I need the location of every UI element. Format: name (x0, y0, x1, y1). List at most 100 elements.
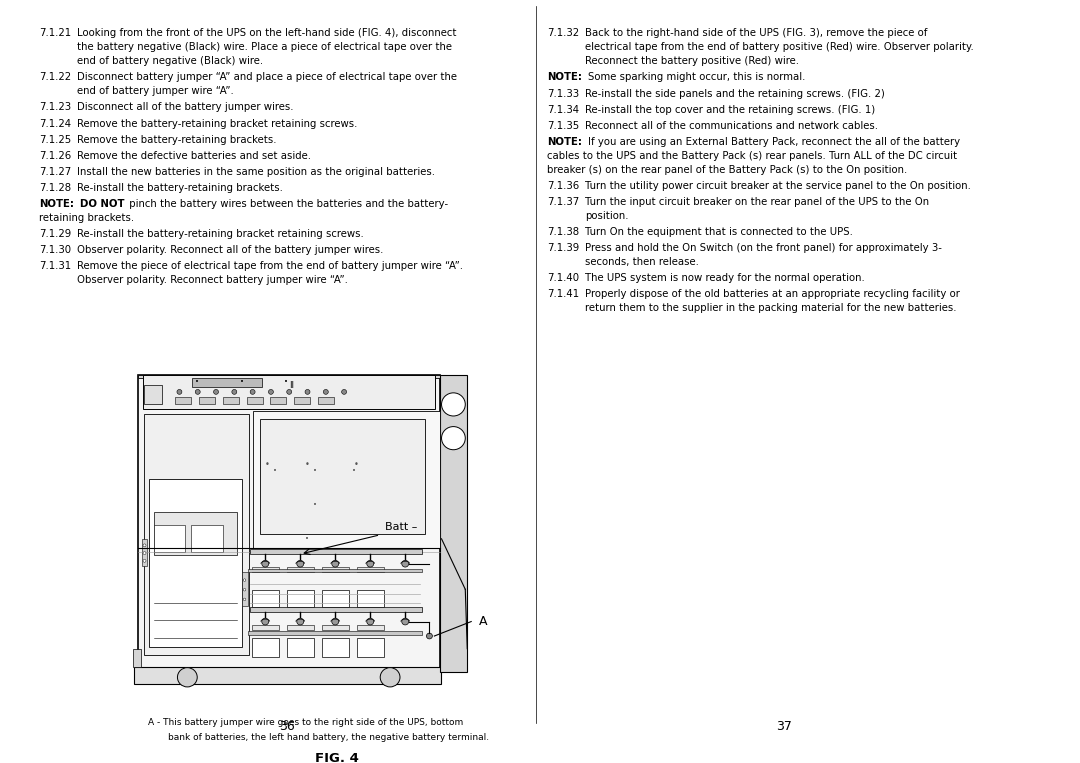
Text: Properly dispose of the old batteries at an appropriate recycling facility or: Properly dispose of the old batteries at… (585, 289, 960, 299)
Text: NOTE:: NOTE: (39, 199, 73, 209)
Bar (323, 638, 349, 657)
Text: DO NOT: DO NOT (80, 199, 124, 209)
Text: Batt –: Batt – (386, 522, 418, 532)
Bar (287, 567, 313, 572)
Text: •: • (305, 460, 309, 469)
Bar (323, 590, 349, 607)
Circle shape (177, 668, 198, 687)
Circle shape (143, 544, 146, 547)
Text: 7.1.40: 7.1.40 (548, 273, 580, 283)
Bar (253, 567, 279, 572)
Text: 7.1.37: 7.1.37 (548, 197, 580, 207)
Bar (175, 397, 191, 404)
Circle shape (243, 598, 246, 600)
Bar (138, 375, 440, 378)
Bar (253, 625, 279, 630)
Bar (249, 549, 422, 554)
Text: 7.1.41: 7.1.41 (548, 289, 580, 299)
Text: 7.1.26: 7.1.26 (39, 151, 71, 161)
Bar (287, 590, 313, 607)
Text: 7.1.32: 7.1.32 (548, 28, 580, 38)
Text: •: • (313, 468, 316, 474)
Circle shape (243, 579, 246, 581)
Bar (246, 397, 262, 404)
Text: the battery negative (Black) wire. Place a piece of electrical tape over the: the battery negative (Black) wire. Place… (77, 43, 451, 53)
Text: 7.1.21: 7.1.21 (39, 28, 71, 38)
Text: bank of batteries, the left hand battery, the negative battery terminal.: bank of batteries, the left hand battery… (167, 732, 488, 742)
Text: Turn On the equipment that is connected to the UPS.: Turn On the equipment that is connected … (585, 227, 853, 237)
Circle shape (214, 389, 218, 394)
Circle shape (297, 560, 303, 567)
Text: •: • (240, 379, 244, 385)
Bar (247, 631, 422, 635)
Bar (287, 625, 313, 630)
Bar (192, 378, 261, 387)
Circle shape (332, 560, 339, 567)
Text: •: • (352, 468, 356, 474)
Text: Remove the battery-retaining bracket retaining screws.: Remove the battery-retaining bracket ret… (77, 118, 356, 128)
Text: seconds, then release.: seconds, then release. (585, 257, 699, 267)
Text: 7.1.22: 7.1.22 (39, 72, 71, 82)
Bar (253, 590, 279, 607)
Bar (149, 478, 242, 647)
Text: Back to the right-hand side of the UPS (FIG. 3), remove the piece of: Back to the right-hand side of the UPS (… (585, 28, 928, 38)
Text: 7.1.30: 7.1.30 (39, 245, 71, 255)
Circle shape (269, 389, 273, 394)
Bar (138, 375, 440, 672)
Text: •: • (284, 379, 288, 385)
Bar (357, 567, 383, 572)
Text: pinch the battery wires between the batteries and the battery-: pinch the battery wires between the batt… (126, 199, 448, 209)
Circle shape (442, 427, 465, 449)
Text: 7.1.36: 7.1.36 (548, 181, 580, 191)
Text: Turn the input circuit breaker on the rear panel of the UPS to the On: Turn the input circuit breaker on the re… (585, 197, 929, 207)
Text: FIG. 4: FIG. 4 (314, 752, 359, 763)
Bar (260, 419, 424, 534)
Text: Remove the battery-retaining brackets.: Remove the battery-retaining brackets. (77, 134, 276, 145)
Bar (222, 397, 239, 404)
Text: A: A (480, 615, 488, 628)
Text: 7.1.24: 7.1.24 (39, 118, 71, 128)
Bar (153, 525, 185, 552)
Circle shape (297, 618, 303, 625)
Text: 7.1.33: 7.1.33 (548, 89, 580, 98)
Text: •: • (354, 460, 359, 469)
Text: NOTE:: NOTE: (548, 137, 582, 146)
Text: return them to the supplier in the packing material for the new batteries.: return them to the supplier in the packi… (585, 303, 957, 313)
Circle shape (442, 393, 465, 416)
Bar (253, 411, 440, 549)
Circle shape (243, 588, 246, 591)
Text: 7.1.38: 7.1.38 (548, 227, 580, 237)
Bar (318, 397, 334, 404)
Circle shape (427, 633, 432, 639)
Text: 7.1.31: 7.1.31 (39, 261, 71, 271)
Text: 7.1.23: 7.1.23 (39, 102, 71, 112)
Bar (357, 638, 383, 657)
Bar (323, 625, 349, 630)
Bar (323, 567, 349, 572)
Bar (287, 638, 313, 657)
Text: electrical tape from the end of battery positive (Red) wire. Observer polarity.: electrical tape from the end of battery … (585, 43, 974, 53)
Text: Re-install the battery-retaining bracket retaining screws.: Re-install the battery-retaining bracket… (77, 229, 363, 239)
Text: The UPS system is now ready for the normal operation.: The UPS system is now ready for the norm… (585, 273, 865, 283)
Bar (141, 539, 147, 565)
Text: Looking from the front of the UPS on the left-hand side (FIG. 4), disconnect: Looking from the front of the UPS on the… (77, 28, 456, 38)
Text: •: • (195, 379, 199, 385)
Circle shape (261, 560, 269, 567)
Circle shape (402, 618, 408, 625)
Circle shape (332, 618, 339, 625)
Bar (144, 385, 162, 404)
Bar (247, 568, 422, 572)
Circle shape (232, 389, 237, 394)
Text: Turn the utility power circuit breaker at the service panel to the On position.: Turn the utility power circuit breaker a… (585, 181, 971, 191)
Text: 7.1.25: 7.1.25 (39, 134, 71, 145)
Bar (242, 572, 247, 606)
Text: Remove the piece of electrical tape from the end of battery jumper wire “A”.: Remove the piece of electrical tape from… (77, 261, 462, 271)
Text: Re-install the side panels and the retaining screws. (FIG. 2): Re-install the side panels and the retai… (585, 89, 885, 98)
Text: Reconnect all of the communications and network cables.: Reconnect all of the communications and … (585, 121, 878, 130)
Circle shape (251, 389, 255, 394)
Text: Observer polarity. Reconnect battery jumper wire “A”.: Observer polarity. Reconnect battery jum… (77, 275, 348, 285)
Text: end of battery negative (Black) wire.: end of battery negative (Black) wire. (77, 56, 262, 66)
Bar (270, 397, 286, 404)
Circle shape (195, 389, 200, 394)
Circle shape (380, 668, 400, 687)
